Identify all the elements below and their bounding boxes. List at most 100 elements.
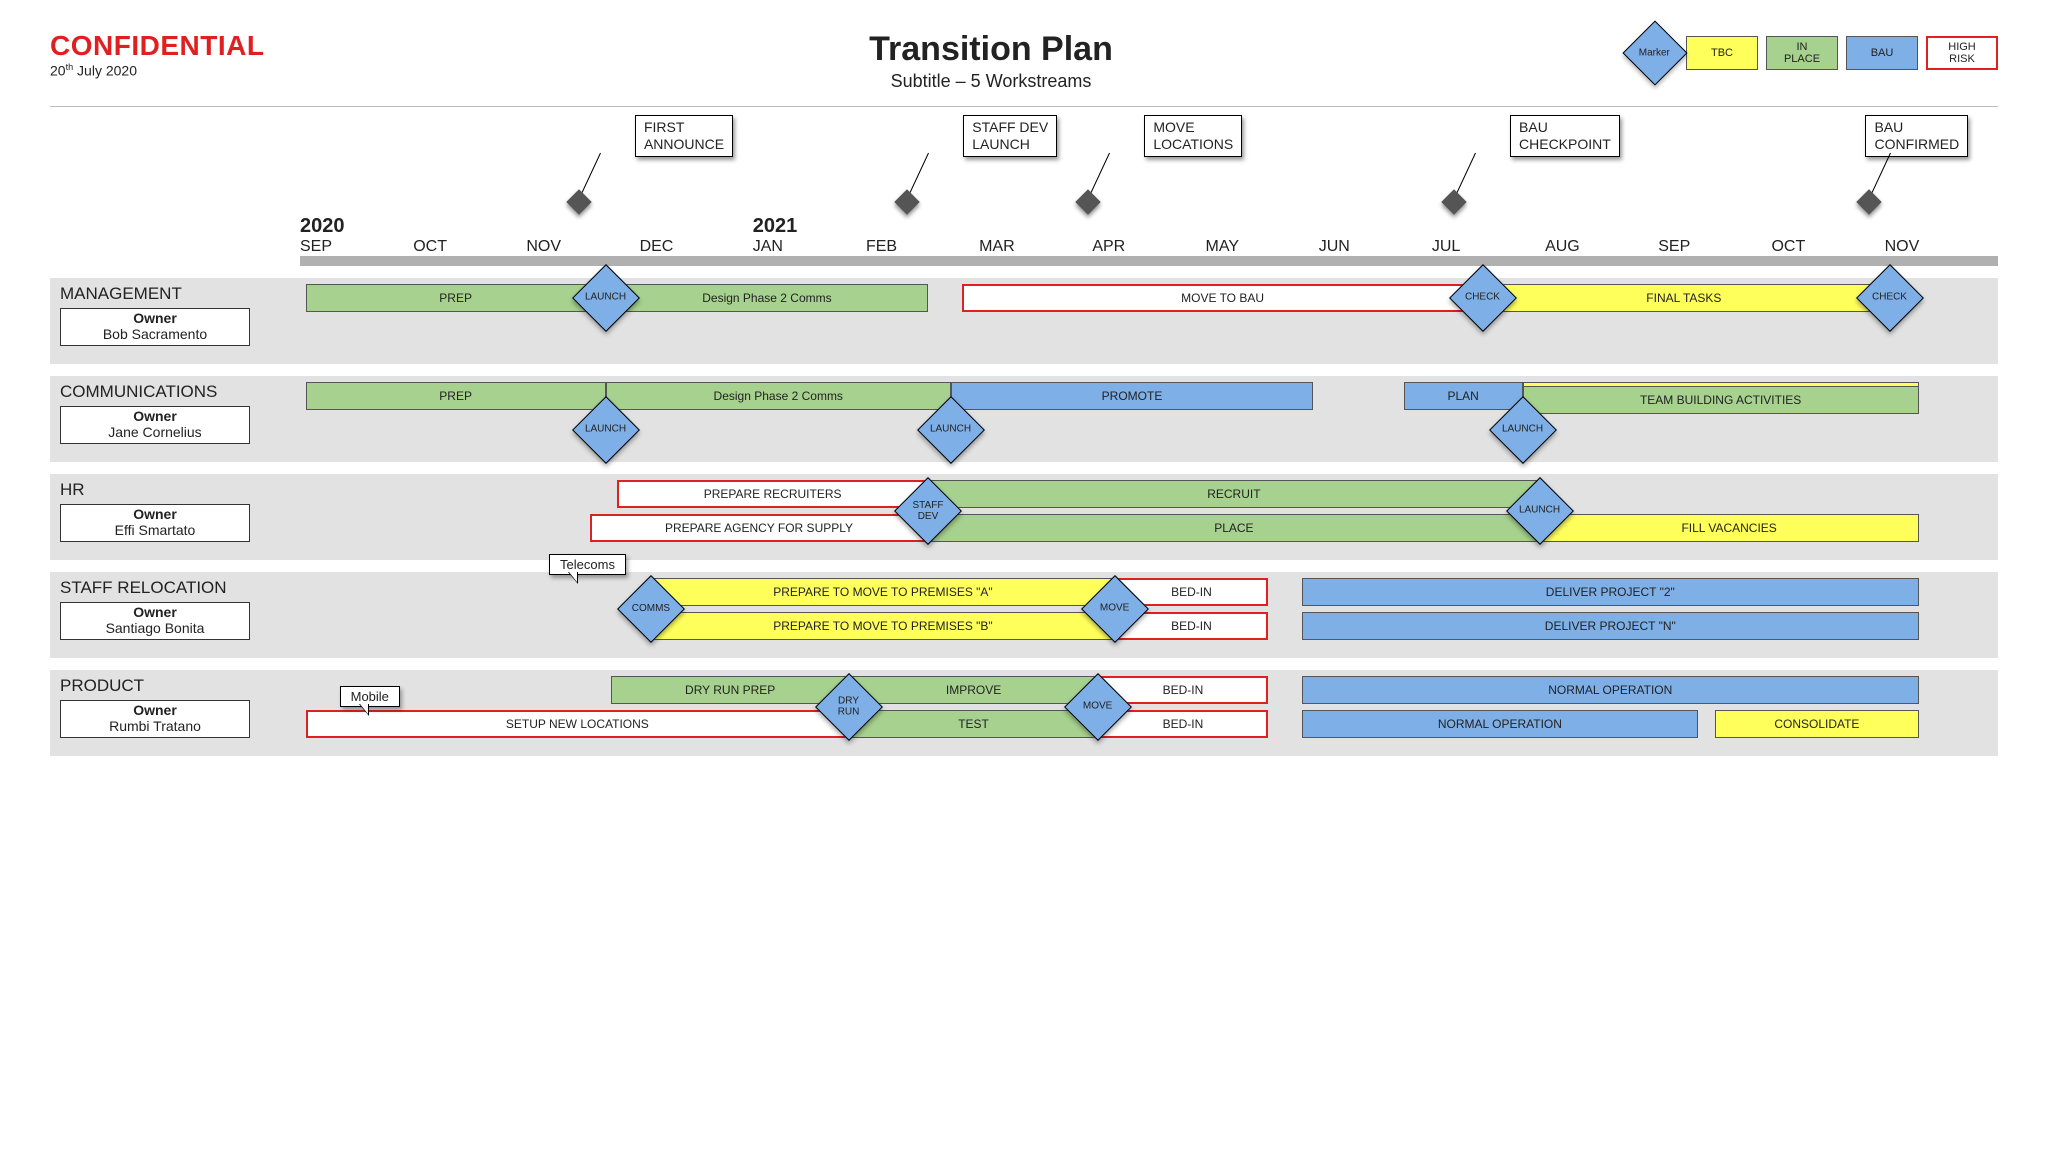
workstream-title: MANAGEMENT <box>60 284 290 304</box>
gantt-bar: NORMAL OPERATION <box>1302 710 1698 738</box>
month-label: JUN <box>1319 238 1432 256</box>
milestone-marker-icon: CHECK <box>1857 264 1925 332</box>
workstream-label: HR OwnerEffi Smartato <box>50 474 300 560</box>
lane: TEAM BUILDING ACTIVITIES <box>300 416 1998 444</box>
gantt-bar: Design Phase 2 Comms <box>606 382 951 410</box>
year-label: 2020 <box>300 215 753 238</box>
milestone-callout: MOVE LOCATIONS <box>1109 115 1242 157</box>
owner-heading: Owner <box>61 310 249 326</box>
page-header: CONFIDENTIAL 20th July 2020 Transition P… <box>50 30 1998 92</box>
lane: PREPARE TO MOVE TO PREMISES "B"BED-INDEL… <box>300 612 1998 640</box>
month-label: DEC <box>640 238 753 256</box>
legend-marker-icon: Marker <box>1622 20 1687 85</box>
callouts-row: FIRST ANNOUNCE STAFF DEV LAUNCH MOVE LOCAT… <box>300 115 1998 215</box>
gantt-bar: PLACE <box>928 514 1539 542</box>
legend-bau: BAU <box>1846 36 1918 70</box>
legend-risk: HIGH RISK <box>1926 36 1998 70</box>
workstream-label: STAFF RELOCATION OwnerSantiago Bonita <box>50 572 300 658</box>
timeline-axis: 20202021 SEPOCTNOVDECJANFEBMARAPRMAYJUNJ… <box>300 215 1998 266</box>
gantt-bar: TEST <box>849 710 1098 738</box>
owner-box: OwnerJane Cornelius <box>60 406 250 444</box>
lane: PREPARE AGENCY FOR SUPPLYPLACEFILL VACAN… <box>300 514 1998 542</box>
month-label: SEP <box>300 238 413 256</box>
workstream-row: MANAGEMENT OwnerBob Sacramento PREPDesign … <box>50 278 1998 364</box>
lane: PREPDesign Phase 2 CommsMOVE TO BAUFINAL… <box>300 284 1998 312</box>
callout-label: FIRST ANNOUNCE <box>635 115 733 157</box>
header-center: Transition Plan Subtitle – 5 Workstreams <box>350 30 1632 92</box>
callout-diamond-icon <box>1857 189 1882 214</box>
owner-name: Effi Smartato <box>61 522 249 538</box>
speech-callout: Telecoms <box>549 554 626 575</box>
owner-box: OwnerRumbi Tratano <box>60 700 250 738</box>
gantt-bar: FINAL TASKS <box>1483 284 1885 312</box>
owner-name: Rumbi Tratano <box>61 718 249 734</box>
milestone-callout: FIRST ANNOUNCE <box>600 115 733 157</box>
callout-label: BAU CHECKPOINT <box>1510 115 1620 157</box>
legend-tbc: TBC <box>1686 36 1758 70</box>
month-label: JAN <box>753 238 866 256</box>
owner-name: Bob Sacramento <box>61 326 249 342</box>
workstream-row: COMMUNICATIONS OwnerJane Cornelius PREPDes… <box>50 376 1998 462</box>
workstream-title: HR <box>60 480 290 500</box>
workstream-track: DRY RUN PREPIMPROVEBED-INNORMAL OPERATIO… <box>300 670 1998 756</box>
workstream-title: STAFF RELOCATION <box>60 578 290 598</box>
workstream-track: PREPARE RECRUITERSRECRUITPREPARE AGENCY … <box>300 474 1998 560</box>
gantt-bar: DRY RUN PREP <box>611 676 849 704</box>
gantt-bar: PREPARE AGENCY FOR SUPPLY <box>590 514 928 542</box>
lane: PREPARE TO MOVE TO PREMISES "A"BED-INDEL… <box>300 578 1998 606</box>
callout-label: MOVE LOCATIONS <box>1144 115 1242 157</box>
month-label: APR <box>1092 238 1205 256</box>
callout-diamond-icon <box>1076 189 1101 214</box>
month-label: SEP <box>1658 238 1771 256</box>
gantt-bar: NORMAL OPERATION <box>1302 676 1919 704</box>
speech-callout: Mobile <box>340 686 400 707</box>
owner-heading: Owner <box>61 702 249 718</box>
gantt-bar: PREP <box>306 382 606 410</box>
month-label: MAR <box>979 238 1092 256</box>
legend-inplace: IN PLACE <box>1766 36 1838 70</box>
callout-diamond-icon <box>895 189 920 214</box>
workstream-track: PREPDesign Phase 2 CommsMOVE TO BAUFINAL… <box>300 278 1998 364</box>
owner-heading: Owner <box>61 506 249 522</box>
owner-heading: Owner <box>61 604 249 620</box>
gantt-bar: DELIVER PROJECT "2" <box>1302 578 1919 606</box>
header-separator <box>50 106 1998 107</box>
workstream-title: PRODUCT <box>60 676 290 696</box>
lane: SETUP NEW LOCATIONSTESTBED-INNORMAL OPER… <box>300 710 1998 738</box>
owner-box: OwnerSantiago Bonita <box>60 602 250 640</box>
year-label: 2021 <box>753 215 1998 238</box>
callout-diamond-icon <box>1441 189 1466 214</box>
workstream-row: STAFF RELOCATION OwnerSantiago Bonita PREP… <box>50 572 1998 658</box>
workstream-label: COMMUNICATIONS OwnerJane Cornelius <box>50 376 300 462</box>
gantt-bar: SETUP NEW LOCATIONS <box>306 710 849 738</box>
month-label: OCT <box>1771 238 1884 256</box>
milestone-callout: BAU CHECKPOINT <box>1475 115 1620 157</box>
milestone-callout: STAFF DEV LAUNCH <box>928 115 1057 157</box>
gantt-bar: FILL VACANCIES <box>1540 514 1919 542</box>
month-label: JUL <box>1432 238 1545 256</box>
gantt-bar: TEAM BUILDING ACTIVITIES <box>1523 386 1919 414</box>
milestone-marker-icon: CHECK <box>1449 264 1517 332</box>
page-subtitle: Subtitle – 5 Workstreams <box>350 71 1632 92</box>
owner-box: OwnerBob Sacramento <box>60 308 250 346</box>
owner-box: OwnerEffi Smartato <box>60 504 250 542</box>
header-left: CONFIDENTIAL 20th July 2020 <box>50 30 350 79</box>
workstream-track: PREPARE TO MOVE TO PREMISES "A"BED-INDEL… <box>300 572 1998 658</box>
milestone-callout: BAU CONFIRMED <box>1890 115 1968 157</box>
owner-name: Jane Cornelius <box>61 424 249 440</box>
month-label: FEB <box>866 238 979 256</box>
workstream-title: COMMUNICATIONS <box>60 382 290 402</box>
workstream-row: HR OwnerEffi Smartato PREPARE RECRUITERSRE… <box>50 474 1998 560</box>
month-label: NOV <box>526 238 639 256</box>
gantt-bar: CONSOLIDATE <box>1715 710 1919 738</box>
gantt-bar: Design Phase 2 Comms <box>606 284 929 312</box>
lane: DRY RUN PREPIMPROVEBED-INNORMAL OPERATIO… <box>300 676 1998 704</box>
workstream-label: PRODUCT OwnerRumbi Tratano <box>50 670 300 756</box>
gantt-bar: IMPROVE <box>849 676 1098 704</box>
month-label: AUG <box>1545 238 1658 256</box>
month-label: NOV <box>1885 238 1998 256</box>
workstream-label: MANAGEMENT OwnerBob Sacramento <box>50 278 300 364</box>
workstreams-container: MANAGEMENTOwnerBob SacramentoPREPDesign … <box>50 278 1998 756</box>
owner-heading: Owner <box>61 408 249 424</box>
legend: Marker TBC IN PLACE BAU HIGH RISK <box>1632 30 1998 76</box>
